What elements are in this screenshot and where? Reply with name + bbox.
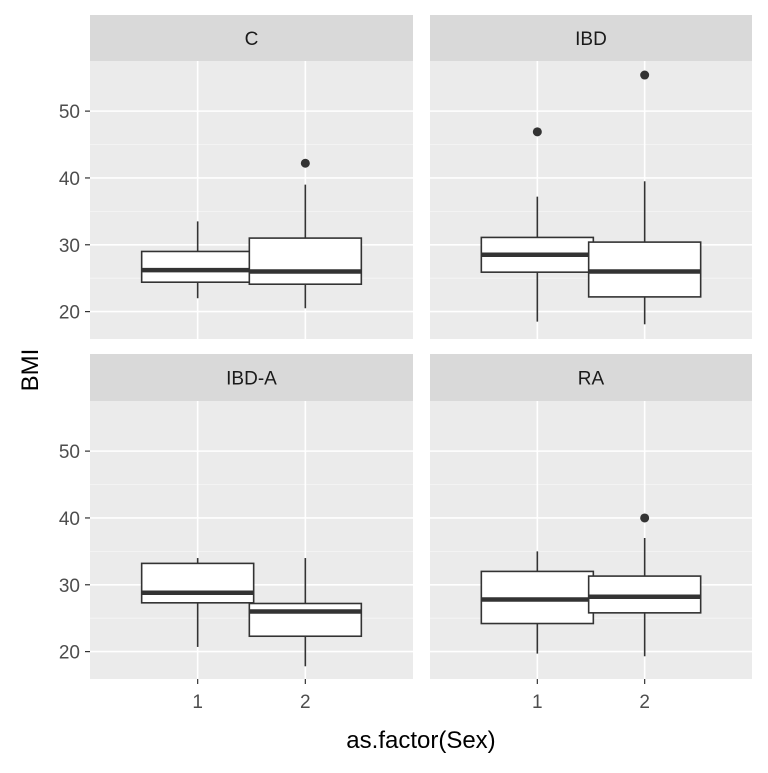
x-axis-title: as.factor(Sex) (346, 727, 495, 754)
outlier-point (300, 158, 310, 168)
facet-strip (90, 354, 413, 401)
y-tick-label: 50 (59, 102, 80, 123)
y-tick-label: 40 (59, 169, 80, 190)
box-ibd-2 (587, 70, 702, 325)
box-ibd-a-2 (248, 558, 363, 667)
facet-strip-label: RA (578, 369, 605, 390)
box-iqr (140, 250, 255, 283)
panel-c: C (90, 15, 413, 339)
facet-strip-label: IBD (575, 29, 607, 50)
panel-background (90, 401, 413, 679)
facet-strip (90, 15, 413, 61)
box-iqr (248, 602, 363, 638)
panel-ibd-a: IBD-A (90, 354, 413, 679)
y-tick-label: 20 (59, 643, 80, 664)
y-tick-label: 30 (59, 236, 80, 257)
box-iqr (140, 562, 255, 604)
y-tick-label: 20 (59, 303, 80, 324)
outlier-point (640, 513, 650, 523)
panel-ra: RA (430, 354, 752, 679)
outlier-point (532, 127, 542, 137)
box-iqr (587, 575, 702, 614)
y-tick-label: 40 (59, 509, 80, 530)
panel-ibd: IBD (430, 15, 752, 339)
box-ibd-1 (480, 127, 595, 322)
box-c-2 (248, 158, 363, 309)
y-tick-label: 50 (59, 442, 80, 463)
box-iqr (248, 237, 363, 286)
x-tick-label: 2 (300, 692, 311, 713)
facet-strip (430, 354, 752, 401)
x-tick-label: 1 (532, 692, 543, 713)
facet-strip-label: IBD-A (226, 369, 277, 390)
x-tick-label: 1 (192, 692, 203, 713)
box-ra-2 (587, 513, 702, 657)
y-axis-title: BMI (17, 349, 44, 392)
facet-strip (430, 15, 752, 61)
x-tick-label: 2 (639, 692, 650, 713)
box-ra-1 (480, 551, 595, 654)
panel-background (90, 61, 413, 339)
y-tick-label: 30 (59, 576, 80, 597)
box-ibd-a-1 (140, 558, 255, 647)
panel-background (430, 401, 752, 679)
facet-strip-label: C (245, 29, 259, 50)
outlier-point (640, 70, 650, 80)
